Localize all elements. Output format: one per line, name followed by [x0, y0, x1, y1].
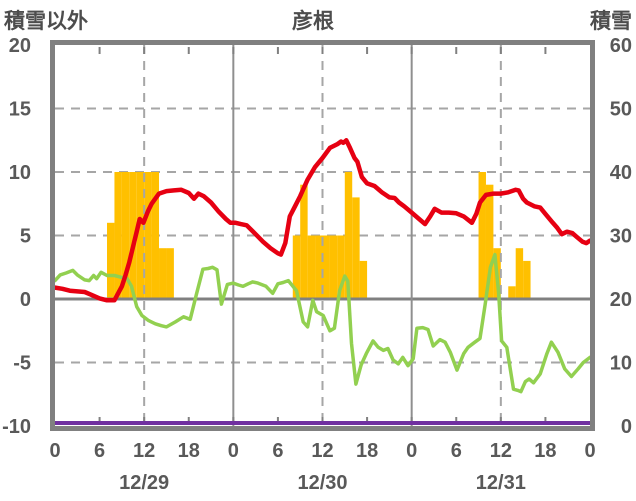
left-axis-tick-label: -5 [13, 353, 31, 375]
precip-bar [359, 260, 368, 299]
date-label: 12/31 [476, 472, 526, 494]
hour-tick-label: 18 [534, 440, 556, 462]
left-axis-tick-label: 5 [20, 226, 31, 248]
precip-bar [315, 235, 323, 299]
date-label: 12/30 [297, 472, 347, 494]
right-axis-tick-label: 0 [621, 416, 632, 438]
left-axis-tick-label: 0 [20, 289, 31, 311]
precip-bar [107, 222, 115, 299]
precip-bar [159, 248, 167, 299]
hour-tick-label: 6 [272, 440, 283, 462]
precip-bar [292, 235, 301, 299]
red-line [52, 138, 593, 303]
precip-bar [114, 172, 122, 299]
precip-bar [322, 235, 330, 299]
precip-bar [136, 172, 145, 299]
hour-tick-label: 12 [311, 440, 333, 462]
hour-tick-label: 12 [133, 440, 155, 462]
hour-tick-label: 6 [451, 440, 462, 462]
date-label: 12/29 [119, 472, 169, 494]
hour-tick-label: 0 [49, 440, 60, 462]
left-axis-title: 積雪以外 [4, 10, 88, 33]
hour-tick-label: 12 [490, 440, 512, 462]
right-axis-title: 積雪 [590, 10, 632, 33]
precip-bar [478, 172, 486, 299]
precip-bar [344, 172, 353, 299]
precip-bar [515, 248, 524, 299]
right-axis-tick-label: 50 [610, 99, 632, 121]
precip-bar [129, 172, 137, 299]
precip-bar [329, 235, 338, 299]
precip-bar [151, 172, 160, 299]
precip-bar [523, 260, 531, 299]
hour-tick-label: 0 [406, 440, 417, 462]
hour-tick-label: 0 [584, 440, 595, 462]
hour-tick-label: 0 [228, 440, 239, 462]
precip-bar [300, 184, 308, 299]
precip-bar [485, 184, 494, 299]
left-axis-tick-label: -10 [2, 416, 31, 438]
right-axis-tick-label: 10 [610, 353, 632, 375]
hour-tick-label: 18 [356, 440, 378, 462]
precip-bar [144, 172, 152, 299]
green-line [53, 252, 592, 394]
left-axis-tick-label: 10 [9, 162, 31, 184]
left-axis-tick-label: 15 [9, 99, 31, 121]
left-axis-tick-label: 20 [9, 35, 31, 57]
precip-bar [508, 286, 516, 299]
right-axis-tick-label: 40 [610, 162, 632, 184]
chart-title: 彦根 [292, 10, 334, 33]
precip-bar [307, 235, 316, 299]
precip-bar [166, 248, 174, 299]
right-axis-tick-label: 30 [610, 226, 632, 248]
plot-border [50, 40, 595, 431]
right-axis-tick-label: 20 [610, 289, 632, 311]
precip-bar [121, 172, 130, 299]
precip-bar [352, 197, 360, 299]
hour-tick-label: 6 [94, 440, 105, 462]
right-axis-tick-label: 60 [610, 35, 632, 57]
hour-tick-label: 18 [178, 440, 200, 462]
precip-bar [337, 235, 345, 299]
